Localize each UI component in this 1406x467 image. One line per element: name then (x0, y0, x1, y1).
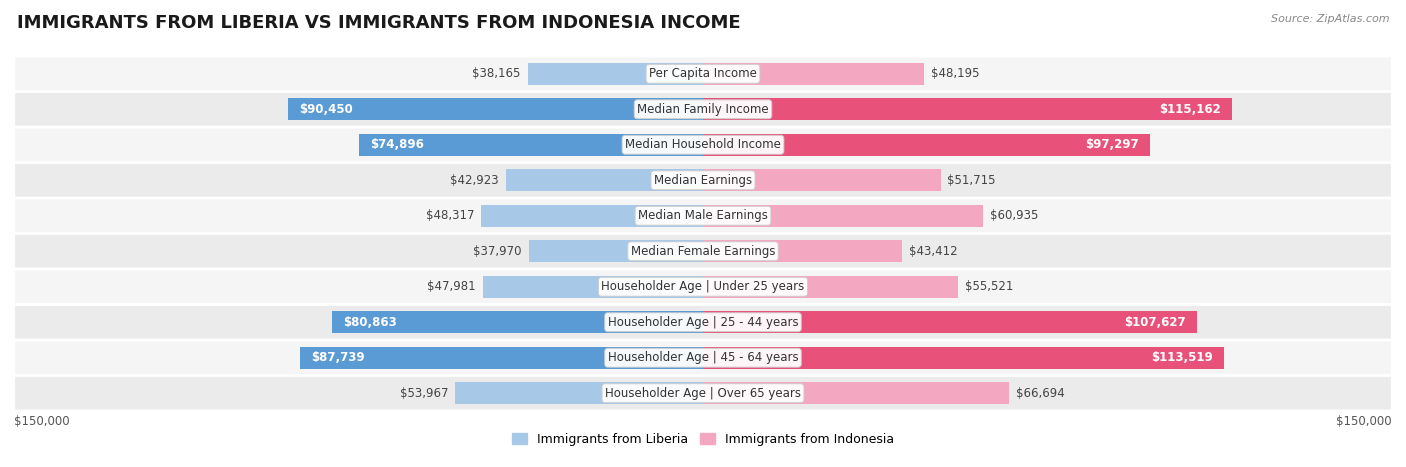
Text: $43,412: $43,412 (910, 245, 957, 258)
FancyBboxPatch shape (14, 92, 1392, 127)
Text: Per Capita Income: Per Capita Income (650, 67, 756, 80)
Text: Householder Age | 45 - 64 years: Householder Age | 45 - 64 years (607, 351, 799, 364)
Text: $87,739: $87,739 (312, 351, 366, 364)
FancyBboxPatch shape (14, 340, 1392, 375)
Text: Householder Age | Under 25 years: Householder Age | Under 25 years (602, 280, 804, 293)
Text: Median Earnings: Median Earnings (654, 174, 752, 187)
Text: $150,000: $150,000 (1336, 415, 1392, 428)
Legend: Immigrants from Liberia, Immigrants from Indonesia: Immigrants from Liberia, Immigrants from… (506, 428, 900, 451)
Text: $47,981: $47,981 (427, 280, 475, 293)
Text: $107,627: $107,627 (1125, 316, 1185, 329)
Text: $51,715: $51,715 (948, 174, 995, 187)
Bar (703, 311, 1198, 333)
Bar (299, 347, 703, 369)
Bar (703, 382, 1010, 404)
Bar (703, 347, 1225, 369)
FancyBboxPatch shape (14, 198, 1392, 233)
Text: Householder Age | 25 - 44 years: Householder Age | 25 - 44 years (607, 316, 799, 329)
Text: Median Household Income: Median Household Income (626, 138, 780, 151)
Bar (703, 169, 941, 191)
Bar (527, 63, 703, 85)
Text: IMMIGRANTS FROM LIBERIA VS IMMIGRANTS FROM INDONESIA INCOME: IMMIGRANTS FROM LIBERIA VS IMMIGRANTS FR… (17, 14, 741, 32)
Bar (529, 240, 703, 262)
Bar (703, 98, 1232, 120)
FancyBboxPatch shape (14, 305, 1392, 340)
FancyBboxPatch shape (14, 376, 1392, 410)
Text: $55,521: $55,521 (965, 280, 1014, 293)
Text: $80,863: $80,863 (343, 316, 396, 329)
Text: $150,000: $150,000 (14, 415, 70, 428)
Bar (482, 276, 703, 298)
Text: $38,165: $38,165 (472, 67, 520, 80)
FancyBboxPatch shape (14, 57, 1392, 91)
Text: $48,317: $48,317 (426, 209, 474, 222)
Text: Median Family Income: Median Family Income (637, 103, 769, 116)
Text: $42,923: $42,923 (450, 174, 499, 187)
Bar (506, 169, 703, 191)
Bar (456, 382, 703, 404)
Text: Householder Age | Over 65 years: Householder Age | Over 65 years (605, 387, 801, 400)
Bar (332, 311, 703, 333)
Text: $66,694: $66,694 (1017, 387, 1064, 400)
Text: $74,896: $74,896 (371, 138, 425, 151)
Bar (703, 205, 983, 227)
Bar (703, 276, 957, 298)
Text: $53,967: $53,967 (399, 387, 449, 400)
Bar (703, 134, 1150, 156)
Bar (481, 205, 703, 227)
Text: $90,450: $90,450 (299, 103, 353, 116)
FancyBboxPatch shape (14, 234, 1392, 269)
Text: $115,162: $115,162 (1159, 103, 1220, 116)
Text: Median Male Earnings: Median Male Earnings (638, 209, 768, 222)
Text: $48,195: $48,195 (931, 67, 980, 80)
FancyBboxPatch shape (14, 127, 1392, 162)
Text: Median Female Earnings: Median Female Earnings (631, 245, 775, 258)
Bar (288, 98, 703, 120)
FancyBboxPatch shape (14, 163, 1392, 198)
Bar (703, 63, 924, 85)
Bar (703, 240, 903, 262)
FancyBboxPatch shape (14, 269, 1392, 304)
Text: $97,297: $97,297 (1085, 138, 1139, 151)
Text: Source: ZipAtlas.com: Source: ZipAtlas.com (1271, 14, 1389, 24)
Bar (359, 134, 703, 156)
Text: $60,935: $60,935 (990, 209, 1038, 222)
Text: $37,970: $37,970 (474, 245, 522, 258)
Text: $113,519: $113,519 (1152, 351, 1213, 364)
